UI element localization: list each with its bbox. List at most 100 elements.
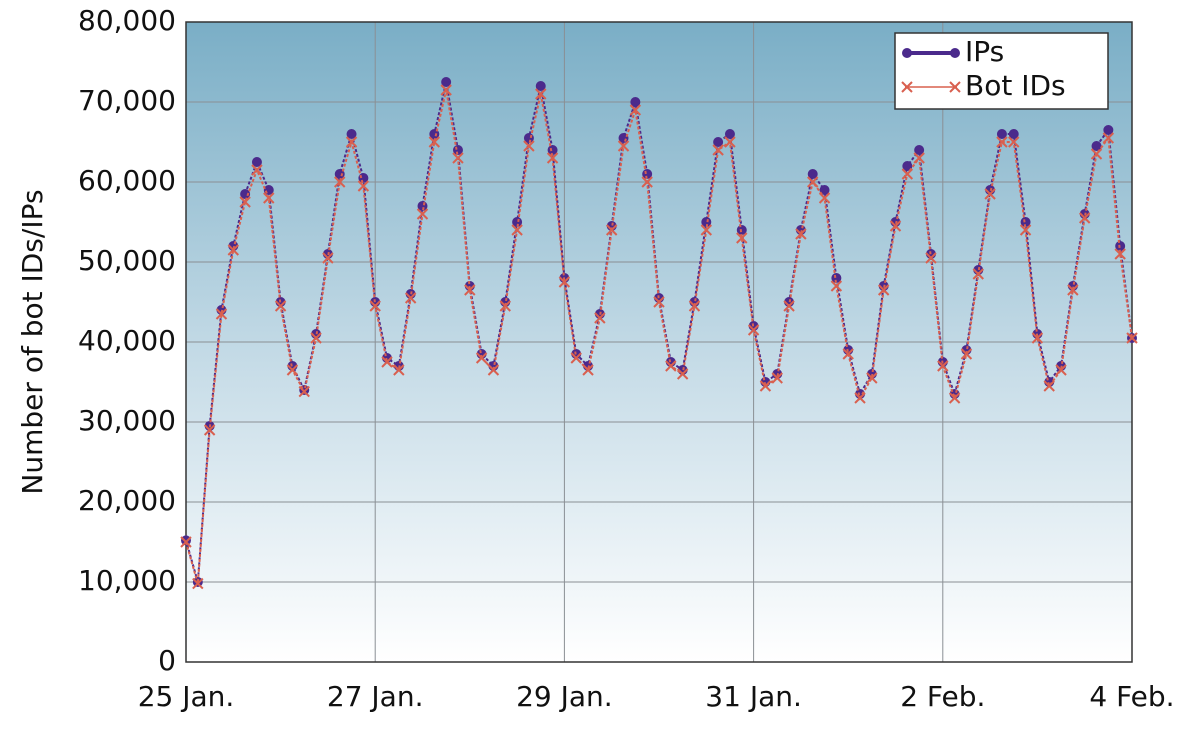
marker [452,152,464,164]
marker [747,324,760,336]
marker [523,140,535,152]
x-tick-label: 4 Feb. [1089,680,1174,713]
marker [322,252,334,264]
marker [180,536,192,548]
marker [902,48,912,58]
marker [1055,364,1067,376]
marker [948,392,961,404]
marker [984,188,996,200]
legend-label: Bot IDs [965,69,1066,102]
marker [511,224,523,236]
marker [949,81,961,93]
marker [1091,141,1102,151]
marker [535,81,546,91]
marker [251,164,263,176]
marker [712,144,724,156]
marker [629,104,642,116]
marker [724,136,736,148]
marker [913,152,925,164]
marker [713,137,724,147]
marker [416,208,429,220]
marker [818,192,831,204]
marker [286,364,299,376]
marker [795,228,807,240]
marker [558,276,571,288]
marker [783,300,795,312]
marker [1031,332,1044,344]
x-tick-label: 31 Jan. [705,680,802,713]
marker [263,185,274,195]
marker [1067,284,1079,296]
marker [1103,125,1114,135]
marker [996,129,1007,139]
marker [381,356,393,368]
marker [263,192,275,204]
marker [771,372,783,384]
y-tick-label: 70,000 [78,84,176,117]
marker [854,392,866,404]
marker [274,300,287,312]
marker [902,161,913,171]
marker [369,300,381,312]
y-tick-label: 50,000 [78,244,176,277]
y-tick-label: 60,000 [78,164,176,197]
marker [877,284,890,296]
marker [914,145,925,155]
marker [404,292,417,304]
marker [570,352,582,364]
marker [960,348,973,360]
marker [487,364,500,376]
marker [1078,212,1091,224]
marker [736,232,748,244]
marker [464,284,476,296]
y-tick-label: 0 [158,644,176,677]
marker [440,84,452,96]
marker [1008,136,1020,148]
marker [239,196,251,208]
marker [1114,248,1126,260]
y-axis-label: Number of bot IDs/IPs [16,189,49,494]
marker [1126,332,1138,344]
marker [665,360,677,372]
x-tick-label: 2 Feb. [900,680,985,713]
marker [819,185,830,195]
y-tick-label: 80,000 [78,4,176,37]
marker [1090,148,1103,160]
marker [641,176,653,188]
marker [251,157,262,167]
x-tick-label: 29 Jan. [516,680,613,713]
marker [546,152,559,164]
marker [475,352,488,364]
marker [605,224,618,236]
marker [676,368,689,380]
y-tick-label: 10,000 [78,564,176,597]
marker [499,300,511,312]
marker [925,252,937,264]
marker [653,296,665,308]
marker [700,224,713,236]
marker [996,136,1008,148]
marker [346,129,357,139]
x-tick-label: 25 Jan. [138,680,235,713]
legend-label: IPs [965,35,1004,68]
marker [298,385,310,398]
marker [1019,224,1032,236]
marker [807,176,819,188]
marker [1043,380,1055,392]
marker [830,280,843,292]
series-line [185,81,1133,583]
marker [345,136,358,148]
marker [192,577,204,590]
marker [901,81,913,93]
marker [724,129,735,139]
marker [617,140,630,152]
marker [901,168,914,180]
marker [1008,129,1019,139]
marker [759,380,772,392]
marker [240,189,251,199]
marker [1102,132,1115,144]
marker [227,244,240,256]
y-tick-label: 20,000 [78,484,176,517]
